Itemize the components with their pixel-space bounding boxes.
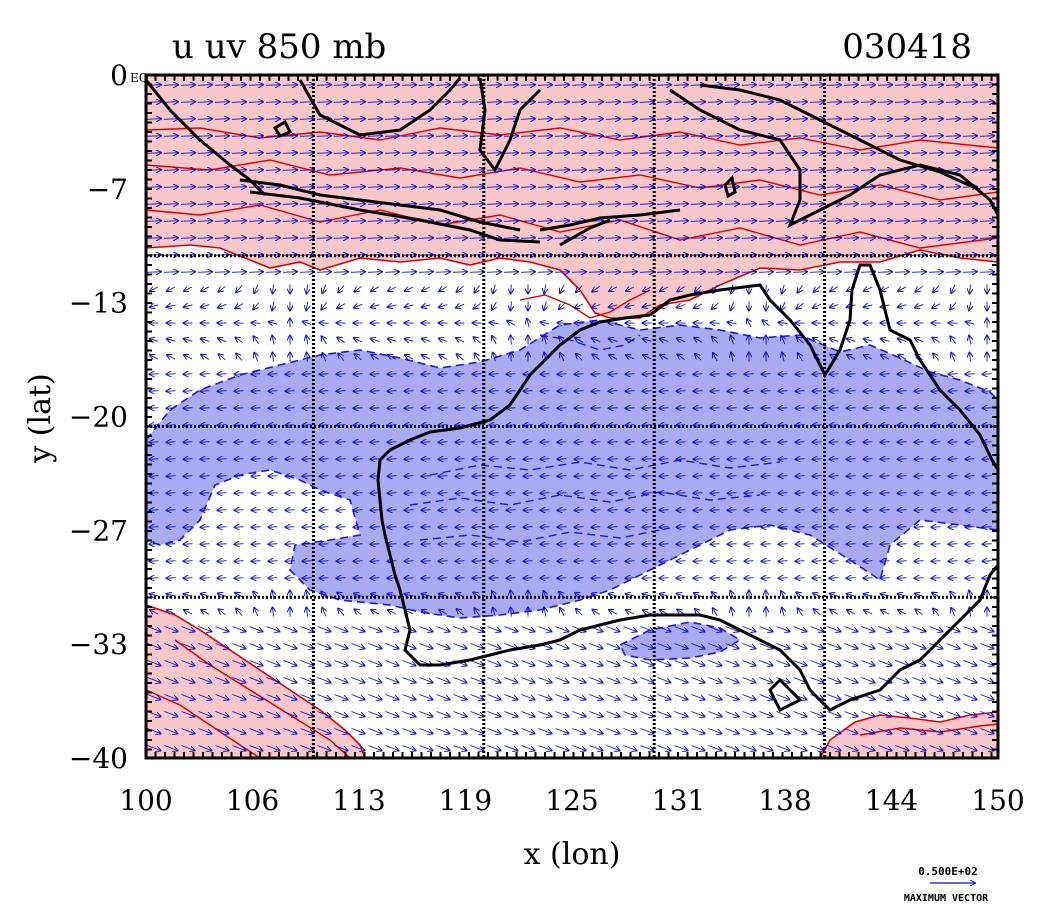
x-tick-label: 113 [332,784,385,817]
coast-island-2 [723,174,737,199]
coast-java-south [249,190,541,244]
x-axis-label: x (lon) [524,837,621,872]
coast-borneo [298,77,462,137]
coast-lesser-sunda [539,208,681,232]
coast-timor [559,218,611,247]
x-tick-label: 100 [119,784,172,817]
coast-tasmania-gulf [768,677,803,713]
y-tick-label: 0 [110,59,128,92]
coast-island-1 [272,119,293,138]
coast-sulawesi [478,77,542,173]
coastlines [146,77,998,713]
coast-new-guinea-north [699,83,981,192]
x-tick-label: 119 [439,784,492,817]
y-tick-labels: 0 −7 −13 −20 −27 −33 −40 [69,59,128,775]
coast-australia [376,263,998,712]
lat-lon-grid [146,75,998,758]
date-label: 030418 [842,27,972,67]
x-tick-label: 125 [545,784,598,817]
x-tick-label: 150 [971,784,1024,817]
x-tick-label: 106 [226,784,279,817]
y-tick-label: −27 [69,514,128,547]
reference-vector-caption: MAXIMUM VECTOR [904,893,989,904]
equator-tag: EQ [130,71,149,85]
y-tick-label: −7 [87,173,128,206]
coast-java [239,178,521,232]
y-tick-label: −40 [69,742,128,775]
map-title: u uv 850 mb [172,27,386,67]
reference-vector-value: 0.500E+02 [918,865,978,878]
y-tick-label: −13 [69,287,128,320]
x-tick-labels: 100 106 113 119 125 131 138 144 150 [119,784,1024,817]
reference-vector-legend: 0.500E+02 MAXIMUM VECTOR [904,865,989,904]
wind-vector-field [146,85,998,768]
y-tick-label: −20 [69,401,128,434]
x-tick-label: 138 [758,784,811,817]
x-tick-label: 131 [652,784,705,817]
x-tick-label: 144 [865,784,918,817]
y-tick-label: −33 [69,628,128,661]
frame-ticks [145,74,998,758]
y-axis-label: y (lat) [23,373,58,463]
coast-new-guinea [669,88,998,229]
